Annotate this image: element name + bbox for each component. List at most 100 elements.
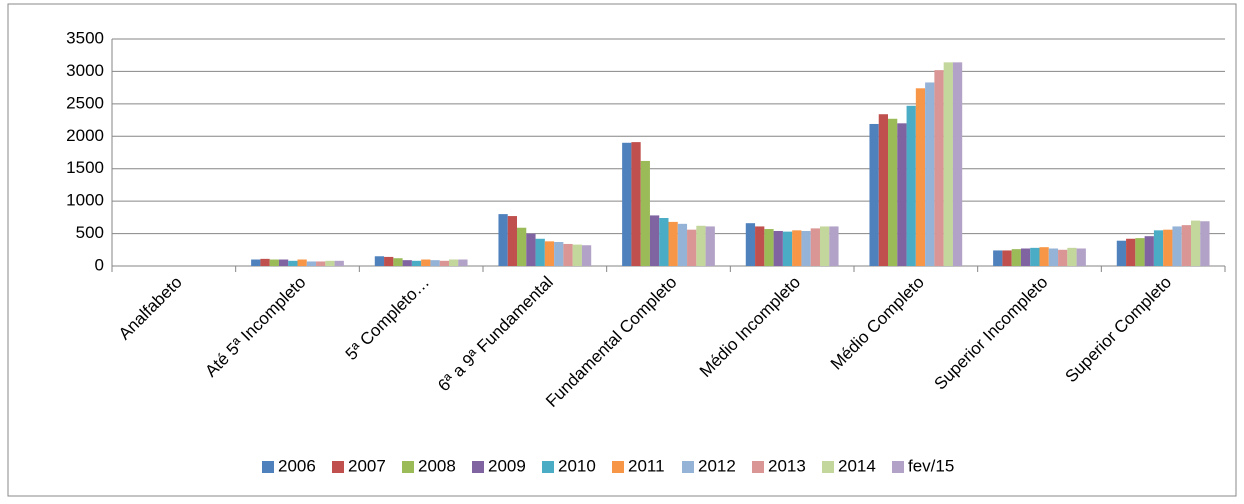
bar	[764, 229, 774, 266]
bar	[1163, 229, 1173, 266]
legend-swatch	[892, 461, 904, 473]
bar	[1135, 238, 1145, 266]
bar	[705, 226, 715, 266]
bar	[544, 241, 555, 266]
bar	[384, 256, 394, 266]
legend-label: 2010	[558, 456, 596, 475]
legend-swatch	[402, 461, 414, 473]
bar	[1067, 247, 1077, 266]
y-tick-label: 2000	[66, 126, 104, 145]
bar	[934, 70, 944, 266]
y-tick-label: 1500	[66, 158, 104, 177]
bar	[878, 114, 889, 266]
bar	[1116, 240, 1127, 266]
bar	[622, 142, 632, 266]
bar	[251, 259, 261, 266]
y-tick-label: 3000	[66, 61, 104, 80]
bar	[1181, 225, 1191, 266]
bar	[316, 261, 326, 266]
bar	[631, 142, 641, 266]
bar	[659, 218, 669, 266]
bar	[687, 229, 697, 266]
bar	[1048, 248, 1059, 266]
y-tick-label: 0	[95, 255, 104, 274]
bar	[819, 226, 830, 266]
legend-swatch	[822, 461, 834, 473]
bar	[897, 123, 907, 266]
bar	[677, 223, 688, 266]
bar	[498, 214, 508, 266]
y-tick-label: 2500	[66, 93, 104, 112]
bar	[1039, 247, 1049, 266]
bar	[1190, 220, 1201, 266]
legend-label: 2014	[838, 456, 876, 475]
bar	[269, 259, 279, 266]
legend-label: 2008	[418, 456, 456, 475]
bar	[278, 259, 289, 266]
bar	[448, 259, 459, 266]
bar	[1200, 221, 1210, 266]
bar	[829, 226, 839, 266]
bar	[1126, 238, 1136, 266]
bar	[411, 260, 422, 266]
legend-swatch	[542, 461, 554, 473]
bar	[1030, 247, 1040, 266]
legend-swatch	[612, 461, 624, 473]
bar	[649, 215, 660, 266]
bar	[640, 160, 650, 266]
bar	[906, 105, 916, 266]
legend-label: 2012	[698, 456, 736, 475]
bar	[260, 258, 270, 266]
bar	[581, 245, 592, 266]
bar	[869, 123, 879, 266]
bar	[288, 260, 298, 266]
bar	[306, 261, 317, 266]
bar	[563, 243, 573, 266]
bar	[888, 118, 898, 266]
y-tick-label: 3500	[66, 28, 104, 47]
bar	[1172, 226, 1182, 266]
bar	[925, 82, 935, 266]
legend-label: fev/15	[908, 456, 954, 475]
bar	[517, 227, 527, 266]
legend-swatch	[262, 461, 274, 473]
bar	[1153, 230, 1164, 266]
bar	[1144, 236, 1154, 266]
bar	[554, 242, 564, 266]
bar	[745, 223, 756, 266]
bar	[535, 238, 545, 266]
legend-label: 2011	[628, 456, 665, 475]
bar	[430, 260, 440, 266]
bar	[915, 88, 926, 266]
bar	[374, 256, 385, 266]
bar	[1058, 249, 1068, 266]
bar	[782, 231, 793, 266]
y-tick-label: 500	[76, 223, 104, 242]
bar	[439, 260, 449, 266]
legend-swatch	[682, 461, 694, 473]
bar	[325, 260, 335, 266]
bar	[1002, 250, 1012, 266]
bar	[297, 259, 307, 266]
bar	[696, 225, 706, 266]
bar	[993, 250, 1003, 266]
legend-swatch	[332, 461, 344, 473]
bar	[1011, 249, 1021, 266]
bar	[393, 258, 403, 266]
legend-label: 2009	[488, 456, 526, 475]
legend-label: 2007	[348, 456, 386, 475]
bar	[668, 221, 678, 266]
bar	[526, 233, 536, 266]
bar	[801, 230, 811, 266]
bar	[952, 62, 963, 266]
bar	[334, 260, 344, 266]
bar	[572, 244, 582, 266]
bar	[1020, 248, 1031, 266]
bar	[507, 216, 518, 266]
bar	[402, 260, 412, 266]
bar	[755, 226, 765, 266]
bar	[810, 228, 820, 266]
bar	[943, 62, 953, 266]
bar	[458, 259, 468, 266]
